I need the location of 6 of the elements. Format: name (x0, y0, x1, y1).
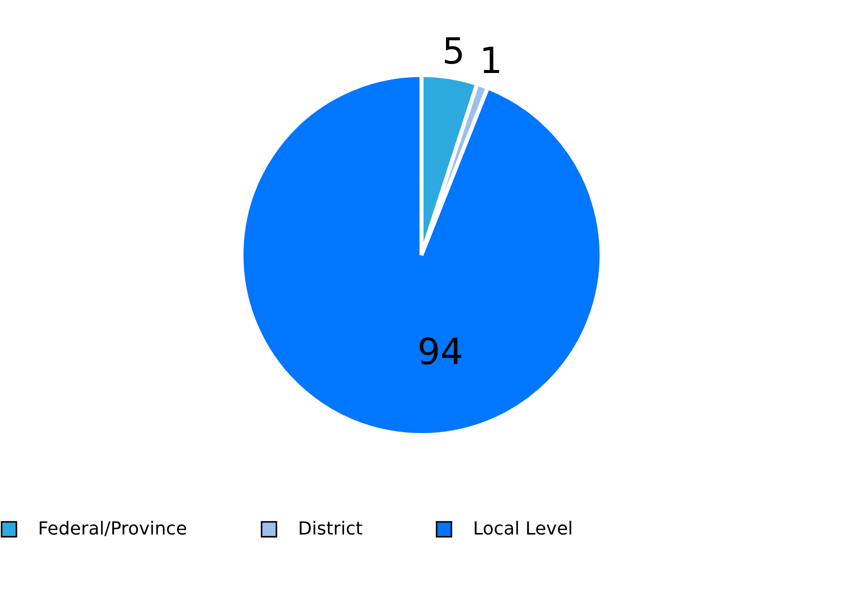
data-label: 5 (442, 32, 466, 73)
legend-label: Federal/Province (38, 518, 188, 540)
legend-label: District (298, 518, 363, 540)
legend-label: Local Level (473, 518, 573, 540)
data-label: 94 (417, 332, 464, 374)
data-label: 1 (479, 41, 502, 82)
